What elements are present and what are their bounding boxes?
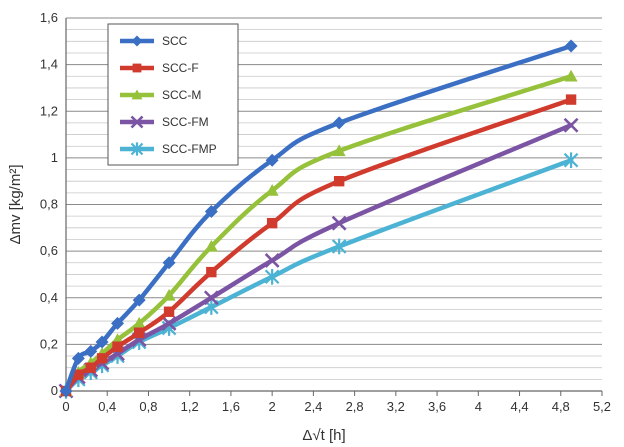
data-point xyxy=(564,39,578,53)
legend-label: SCC xyxy=(162,34,188,48)
data-point xyxy=(132,293,146,307)
data-point xyxy=(133,327,145,338)
data-point xyxy=(84,344,98,358)
y-tick-label: 1,4 xyxy=(40,57,58,72)
x-tick-label: 2,8 xyxy=(346,399,364,414)
data-point xyxy=(162,256,176,270)
legend-marker xyxy=(131,89,143,100)
data-point xyxy=(331,215,347,231)
data-point xyxy=(203,290,219,306)
data-point xyxy=(265,184,279,196)
data-point xyxy=(265,153,279,167)
x-axis-title: Δ√t [h] xyxy=(302,427,345,444)
data-point xyxy=(111,316,125,330)
x-tick-label: 4,8 xyxy=(552,399,570,414)
x-tick-label: 2,4 xyxy=(304,399,322,414)
data-point xyxy=(132,316,146,329)
data-point xyxy=(161,315,177,331)
legend-marker xyxy=(130,142,144,156)
data-point xyxy=(59,384,73,398)
y-tick-label: 1 xyxy=(51,150,58,165)
series-layer xyxy=(58,39,579,399)
grid-lines xyxy=(66,17,602,380)
x-tick-labels: 0 0,4 0,8 1,2 1,6 2 2,4 2,8 3,2 3,6 4 4,4 4,8 5,2 xyxy=(62,391,611,414)
y-tick-labels: 0 0,2 0,4 0,6 0,8 1 1,2 1,4 1,6 xyxy=(40,10,58,398)
data-point xyxy=(264,268,280,285)
y-tick-label: 0,4 xyxy=(40,290,58,305)
legend-label: SCC-F xyxy=(162,61,199,75)
data-point xyxy=(162,288,176,301)
data-point xyxy=(73,369,84,380)
x-tick-label: 2 xyxy=(269,399,276,414)
data-point xyxy=(563,117,579,133)
legend-item: SCC-FM xyxy=(120,115,209,129)
legend-label: SCC-M xyxy=(162,88,201,102)
data-point xyxy=(71,351,85,365)
x-tick-label: 4 xyxy=(475,399,482,414)
series-scc xyxy=(59,39,578,398)
data-point xyxy=(204,239,218,252)
y-tick-label: 0,2 xyxy=(40,336,58,351)
x-tick-label: 3,2 xyxy=(387,399,405,414)
data-point xyxy=(112,341,123,352)
data-point xyxy=(264,253,280,268)
data-point xyxy=(96,353,108,364)
data-point xyxy=(332,144,346,157)
legend-marker xyxy=(131,35,143,47)
x-tick-label: 1,6 xyxy=(222,399,240,414)
x-tick-label: 3,6 xyxy=(428,399,446,414)
x-tick-label: 4,4 xyxy=(510,399,528,414)
legend-label: SCC-FMP xyxy=(162,142,217,156)
legend-item: SCC-FMP xyxy=(120,142,217,156)
y-tick-label: 1,6 xyxy=(40,10,58,25)
x-tick-label: 5,2 xyxy=(593,399,611,414)
legend-marker xyxy=(130,115,144,129)
data-point xyxy=(206,266,217,278)
data-point xyxy=(204,204,218,218)
data-point xyxy=(563,152,579,169)
y-tick-label: 0,6 xyxy=(40,243,58,258)
legend-label: SCC-FM xyxy=(162,115,209,129)
legend-item: SCC xyxy=(120,34,188,48)
data-point xyxy=(95,335,109,349)
data-point xyxy=(333,175,345,187)
data-point xyxy=(332,116,346,130)
data-point xyxy=(266,217,278,229)
data-point xyxy=(564,69,578,82)
y-tick-label: 0,8 xyxy=(40,197,58,212)
x-tick-label: 0,4 xyxy=(98,399,116,414)
y-tick-label: 1,2 xyxy=(40,103,58,118)
legend: SCC SCC-F SCC-M SCC-FM SCC-FMP xyxy=(107,23,239,166)
x-tick-label: 0 xyxy=(62,399,69,414)
axes xyxy=(65,18,602,392)
data-point xyxy=(163,306,175,317)
legend-marker xyxy=(132,63,142,73)
data-point xyxy=(331,238,347,255)
x-tick-label: 1,2 xyxy=(181,399,199,414)
y-axis-title: Δmv [kg/m²] xyxy=(7,164,24,244)
data-point xyxy=(565,94,577,105)
legend-item: SCC-F xyxy=(120,61,199,75)
x-tick-label: 0,8 xyxy=(139,399,157,414)
legend-item: SCC-M xyxy=(120,88,201,102)
data-point xyxy=(85,362,96,373)
y-tick-label: 0 xyxy=(51,383,58,398)
